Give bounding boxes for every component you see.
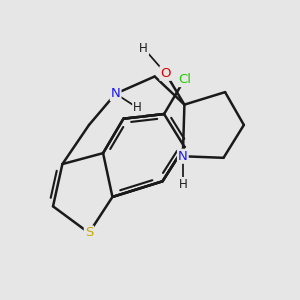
Text: H: H (178, 178, 187, 191)
Text: Cl: Cl (178, 73, 191, 86)
Text: O: O (160, 67, 171, 80)
Text: H: H (133, 101, 142, 114)
Text: S: S (85, 226, 93, 239)
Text: N: N (178, 150, 188, 163)
Text: N: N (111, 87, 121, 100)
Text: H: H (140, 42, 148, 55)
